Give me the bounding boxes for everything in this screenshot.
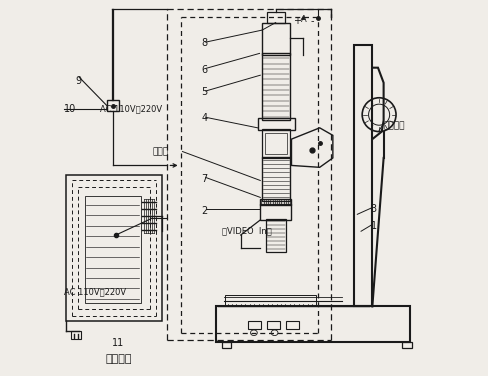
Text: 8: 8 — [201, 38, 207, 48]
Bar — [257, 118, 295, 130]
Text: 2: 2 — [201, 206, 207, 215]
Text: 4: 4 — [201, 114, 207, 123]
Text: 6: 6 — [201, 65, 207, 74]
Text: AC 110V或220V: AC 110V或220V — [64, 287, 126, 296]
Bar — [84, 196, 141, 303]
Bar — [248, 321, 261, 329]
Text: 1: 1 — [370, 221, 376, 230]
Bar — [71, 331, 81, 339]
Bar — [266, 321, 280, 329]
Bar — [262, 157, 289, 201]
Text: 11: 11 — [112, 338, 124, 348]
Bar — [260, 204, 291, 220]
Text: A: A — [301, 15, 306, 24]
Bar — [266, 12, 284, 23]
Bar — [66, 175, 162, 321]
Text: 调焦手轮: 调焦手轮 — [383, 121, 404, 130]
Text: （图二）: （图二） — [105, 354, 132, 364]
Bar — [224, 295, 315, 306]
Text: AC 110V或220V: AC 110V或220V — [100, 105, 162, 114]
Bar — [262, 129, 289, 158]
Text: 9: 9 — [75, 76, 81, 86]
Text: 转动套: 转动套 — [152, 148, 168, 157]
Bar — [107, 100, 118, 111]
Bar — [262, 23, 289, 55]
Bar — [285, 321, 298, 329]
Text: 3: 3 — [370, 204, 376, 214]
Text: （VIDEO  In）: （VIDEO In） — [222, 227, 271, 236]
Text: 5: 5 — [201, 87, 207, 97]
Bar — [402, 342, 411, 348]
Text: +: + — [292, 16, 301, 26]
Bar — [260, 199, 291, 205]
Bar — [216, 306, 409, 342]
Bar — [222, 342, 231, 348]
Bar — [265, 219, 285, 252]
Bar — [353, 45, 371, 306]
Bar — [264, 133, 286, 154]
Polygon shape — [300, 16, 305, 20]
Text: 7: 7 — [201, 174, 207, 183]
Text: -: - — [310, 16, 313, 26]
Text: 10: 10 — [64, 104, 76, 114]
Bar — [262, 53, 289, 120]
